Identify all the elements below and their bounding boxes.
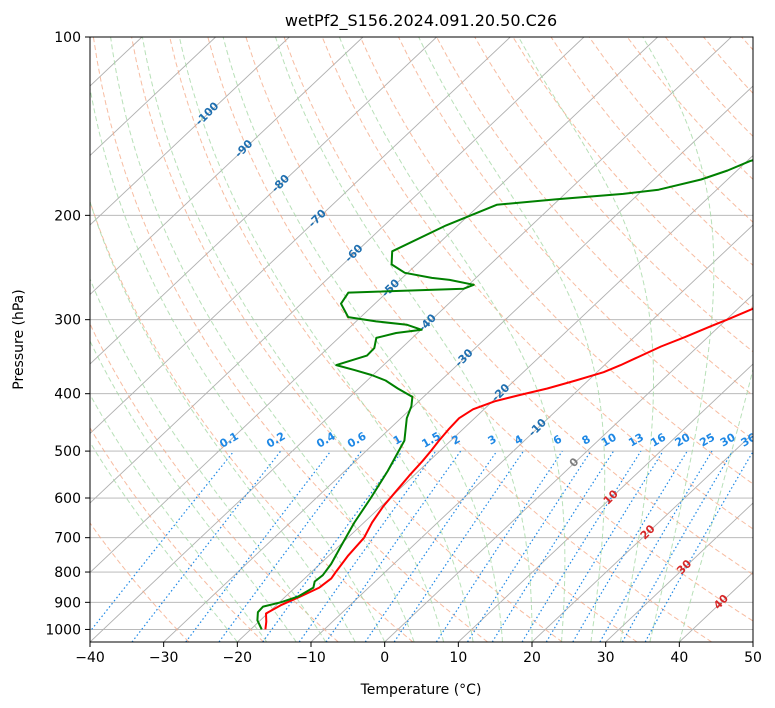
x-tick-label: 50: [744, 650, 762, 666]
dry-adiabat: [90, 426, 264, 642]
isotherm-line: [90, 37, 732, 642]
x-axis-ticks: −40 −30 −20 −10 0 10 20 30 40 50: [75, 642, 762, 666]
dry-adiabat: [169, 37, 638, 642]
y-tick-label: 100: [54, 30, 81, 46]
dry-adiabat: [90, 522, 190, 642]
mixing-ratio-line: [545, 450, 664, 642]
x-tick-label: 30: [597, 650, 615, 666]
moist-adiabat: [90, 393, 268, 642]
x-tick-label: 10: [449, 650, 467, 666]
mixing-ratio-line: [185, 450, 332, 642]
mixing-ratio-line: [435, 450, 563, 642]
mixing-ratio-line: [466, 450, 592, 642]
isotherm-line: [90, 37, 511, 435]
mixing-ratio-line: [298, 450, 437, 642]
dewpoint-line: [256, 159, 753, 630]
y-tick-label: 400: [54, 387, 81, 403]
dry-adiabat: [90, 200, 414, 642]
y-tick-label: 600: [54, 491, 81, 507]
x-tick-label: 0: [380, 650, 389, 666]
mixing-ratio-line: [491, 450, 615, 642]
x-tick-label: −40: [75, 650, 105, 666]
y-tick-label: 300: [54, 313, 81, 329]
moist-adiabat: [141, 37, 445, 642]
isotherm-line: [90, 37, 216, 157]
isotherm-line: [90, 37, 585, 504]
moist-adiabat: [418, 37, 606, 642]
chart-title: wetPf2_S156.2024.091.20.50.C26: [285, 11, 557, 31]
background-lines: [90, 37, 753, 642]
mixing-ratio-line: [218, 450, 362, 642]
x-tick-label: 20: [523, 650, 541, 666]
moist-adiabat: [90, 200, 356, 642]
y-tick-label: 200: [54, 208, 81, 224]
plot-background: [90, 37, 753, 642]
y-tick-label: 500: [54, 444, 81, 460]
sounding-series: [256, 159, 753, 630]
moist-adiabat: [90, 441, 238, 642]
moist-adiabat: [678, 367, 753, 642]
temperature-line: [264, 307, 753, 630]
plot-frame: [89, 36, 754, 643]
isotherm-line: [605, 502, 753, 642]
dry-adiabat: [131, 37, 563, 642]
x-tick-label: −30: [149, 650, 179, 666]
dry-adiabat: [207, 37, 712, 642]
moist-adiabat: [518, 37, 654, 642]
y-axis-ticks: 100 200 300 400 500 600 700 800 900 1000: [45, 30, 90, 638]
isotherm-line: [90, 37, 437, 365]
moist-adiabat: [110, 37, 415, 642]
x-axis-label: Temperature (°C): [360, 682, 482, 698]
mixing-ratio-label: 36: [739, 430, 759, 449]
moist-adiabat: [338, 37, 566, 642]
x-tick-label: 40: [670, 650, 688, 666]
mixing-ratio-line: [325, 450, 462, 642]
isotherm-line: [90, 37, 364, 296]
isotherm-line: [90, 37, 290, 226]
y-tick-label: 800: [54, 565, 81, 581]
y-tick-label: 900: [54, 595, 81, 611]
moist-adiabat: [642, 37, 715, 642]
moist-adiabat: [275, 37, 533, 642]
dry-adiabat: [245, 37, 753, 622]
y-axis-label: Pressure (hPa): [11, 289, 27, 389]
moist-adiabat: [90, 85, 386, 642]
mixing-ratio-line: [262, 450, 403, 642]
isotherm-line: [531, 432, 753, 642]
moist-adiabat: [222, 37, 503, 642]
mixing-ratio-line: [90, 450, 235, 633]
moist-adiabat: [178, 37, 474, 642]
y-tick-label: 700: [54, 531, 81, 547]
dry-adiabat: [359, 37, 753, 485]
moist-adiabat: [90, 339, 297, 642]
dry-adiabat: [283, 37, 753, 576]
isotherm-line: [458, 363, 753, 642]
x-tick-label: −20: [223, 650, 253, 666]
dry-adiabat: [512, 37, 753, 309]
mixing-ratio-line: [393, 450, 524, 642]
isotherm-line: [384, 293, 753, 642]
isotherm-line: [752, 641, 753, 642]
moist-adiabat: [90, 277, 327, 642]
mixing-ratio-line: [364, 450, 498, 642]
y-tick-label: 1000: [45, 622, 81, 638]
x-tick-label: −10: [296, 650, 326, 666]
isotherm-line: [163, 85, 753, 642]
dry-adiabat: [436, 37, 753, 396]
dry-adiabat: [92, 37, 488, 642]
mixing-ratio-line: [644, 450, 753, 642]
isotherm-line: [90, 37, 658, 574]
